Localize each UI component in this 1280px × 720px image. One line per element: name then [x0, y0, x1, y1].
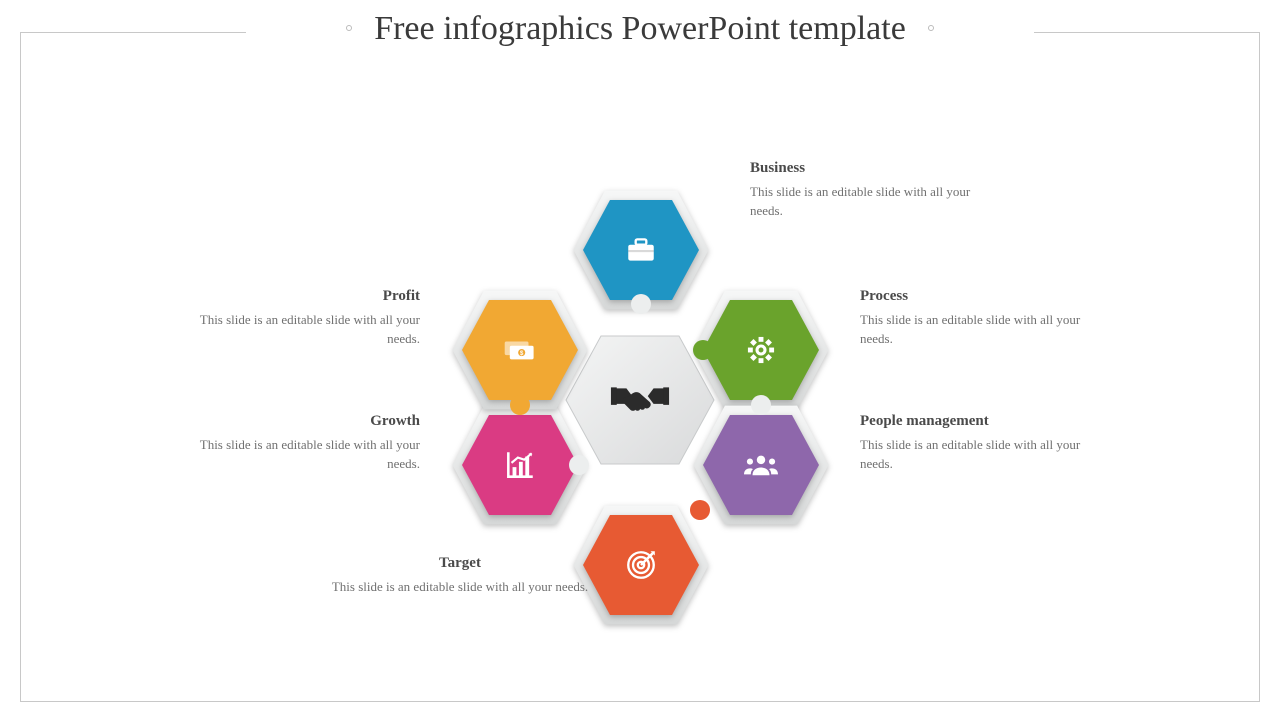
label-process-desc: This slide is an editable slide with all…	[860, 311, 1100, 349]
label-people: People management This slide is an edita…	[860, 413, 1100, 474]
label-business: Business This slide is an editable slide…	[750, 160, 990, 221]
puzzle-knob-people	[751, 395, 771, 415]
hex-business	[580, 197, 702, 303]
label-profit-desc: This slide is an editable slide with all…	[180, 311, 420, 349]
diagram-stage: Business This slide is an editable slide…	[0, 0, 1280, 720]
hex-growth	[459, 412, 581, 518]
label-target-title: Target	[330, 555, 590, 572]
hex-target	[580, 512, 702, 618]
label-growth-desc: This slide is an editable slide with all…	[180, 436, 420, 474]
puzzle-knob-growth	[569, 455, 589, 475]
label-profit: Profit This slide is an editable slide w…	[180, 288, 420, 349]
hex-profit: $	[459, 297, 581, 403]
label-process: Process This slide is an editable slide …	[860, 288, 1100, 349]
chart-icon	[459, 412, 581, 518]
people-icon	[700, 412, 822, 518]
label-business-desc: This slide is an editable slide with all…	[750, 183, 990, 221]
puzzle-knob-business	[631, 294, 651, 314]
label-growth-title: Growth	[180, 413, 420, 430]
target-icon	[580, 512, 702, 618]
label-business-title: Business	[750, 160, 990, 177]
briefcase-icon	[580, 197, 702, 303]
gear-icon	[700, 297, 822, 403]
puzzle-knob-target	[690, 500, 710, 520]
label-target: Target This slide is an editable slide w…	[330, 555, 590, 597]
puzzle-knob-profit	[510, 395, 530, 415]
hex-people	[700, 412, 822, 518]
money-icon: $	[459, 297, 581, 403]
hex-process	[700, 297, 822, 403]
label-target-desc: This slide is an editable slide with all…	[330, 578, 590, 597]
label-people-desc: This slide is an editable slide with all…	[860, 436, 1100, 474]
label-profit-title: Profit	[180, 288, 420, 305]
puzzle-knob-process	[693, 340, 713, 360]
label-people-title: People management	[860, 413, 1100, 430]
label-process-title: Process	[860, 288, 1100, 305]
label-growth: Growth This slide is an editable slide w…	[180, 413, 420, 474]
